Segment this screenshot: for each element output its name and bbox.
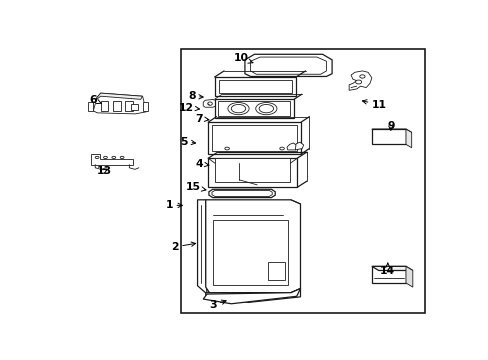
Ellipse shape [359, 75, 365, 78]
Bar [113, 102, 121, 111]
Polygon shape [244, 54, 331, 76]
Polygon shape [286, 143, 297, 150]
Ellipse shape [355, 80, 361, 84]
Ellipse shape [227, 103, 248, 115]
Ellipse shape [210, 253, 215, 257]
Bar [125, 102, 132, 111]
Polygon shape [95, 93, 142, 100]
Ellipse shape [95, 156, 99, 158]
Polygon shape [203, 288, 300, 304]
Bar [211, 125, 297, 151]
Polygon shape [205, 288, 300, 302]
Ellipse shape [279, 147, 284, 150]
Bar [212, 220, 287, 285]
Bar [131, 104, 138, 110]
Ellipse shape [120, 156, 124, 158]
Polygon shape [91, 154, 133, 165]
Text: 9: 9 [386, 121, 394, 131]
Text: 12: 12 [178, 103, 199, 113]
Text: 5: 5 [180, 136, 195, 147]
Bar [268, 262, 285, 280]
Bar [218, 102, 290, 116]
Text: 2: 2 [171, 242, 195, 252]
Bar [214, 77, 296, 96]
Bar [215, 158, 290, 183]
Polygon shape [405, 266, 412, 287]
Polygon shape [205, 200, 300, 293]
Bar [219, 80, 291, 93]
Bar [214, 99, 294, 118]
Polygon shape [93, 93, 146, 114]
Bar [101, 102, 108, 111]
Text: 4: 4 [195, 159, 208, 169]
Polygon shape [348, 71, 371, 90]
Polygon shape [87, 103, 93, 111]
Bar [208, 158, 297, 187]
Text: 1: 1 [165, 201, 182, 210]
Text: 13: 13 [97, 166, 112, 176]
Ellipse shape [224, 147, 229, 150]
Ellipse shape [112, 156, 116, 158]
Bar [208, 122, 301, 154]
Text: 8: 8 [188, 91, 203, 102]
Text: 15: 15 [185, 183, 205, 192]
Text: 14: 14 [380, 263, 395, 276]
Text: 10: 10 [233, 53, 252, 63]
Polygon shape [197, 200, 206, 294]
Text: 7: 7 [195, 114, 208, 123]
Polygon shape [295, 142, 303, 150]
Text: 11: 11 [362, 100, 386, 110]
Ellipse shape [207, 102, 212, 105]
Polygon shape [208, 189, 275, 198]
Polygon shape [142, 103, 148, 111]
Text: 6: 6 [89, 95, 101, 105]
Polygon shape [371, 129, 405, 144]
Ellipse shape [231, 104, 245, 113]
Ellipse shape [103, 156, 107, 158]
Ellipse shape [259, 104, 273, 113]
Polygon shape [405, 129, 411, 148]
Bar [180, 49, 424, 314]
Text: 3: 3 [208, 300, 225, 310]
Polygon shape [371, 129, 411, 132]
Ellipse shape [255, 103, 276, 115]
Polygon shape [203, 99, 217, 107]
Polygon shape [371, 266, 405, 283]
Polygon shape [371, 266, 412, 270]
